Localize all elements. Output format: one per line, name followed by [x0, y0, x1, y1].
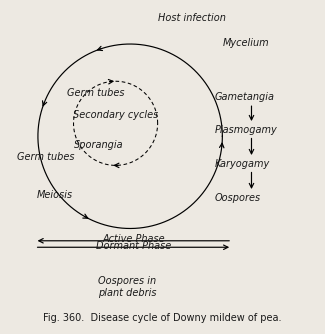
Text: Active Phase: Active Phase	[102, 234, 165, 244]
Text: Karyogamy: Karyogamy	[214, 159, 269, 169]
Text: Oospores: Oospores	[214, 193, 260, 203]
Text: Secondary cycles: Secondary cycles	[73, 110, 158, 120]
Text: Germ tubes: Germ tubes	[67, 88, 124, 98]
Text: Meiosis: Meiosis	[36, 189, 72, 199]
Text: Mycelium: Mycelium	[222, 38, 269, 48]
Text: Fig. 360.  Disease cycle of Downy mildew of pea.: Fig. 360. Disease cycle of Downy mildew …	[43, 313, 282, 323]
Text: Dormant Phase: Dormant Phase	[96, 240, 171, 250]
Text: Sporangia: Sporangia	[73, 140, 123, 150]
Text: Host infection: Host infection	[158, 13, 226, 23]
Text: Germ tubes: Germ tubes	[17, 152, 74, 162]
Text: Oospores in
plant debris: Oospores in plant debris	[98, 276, 156, 298]
Text: Gametangia: Gametangia	[214, 93, 274, 103]
Text: Plasmogamy: Plasmogamy	[214, 125, 277, 135]
